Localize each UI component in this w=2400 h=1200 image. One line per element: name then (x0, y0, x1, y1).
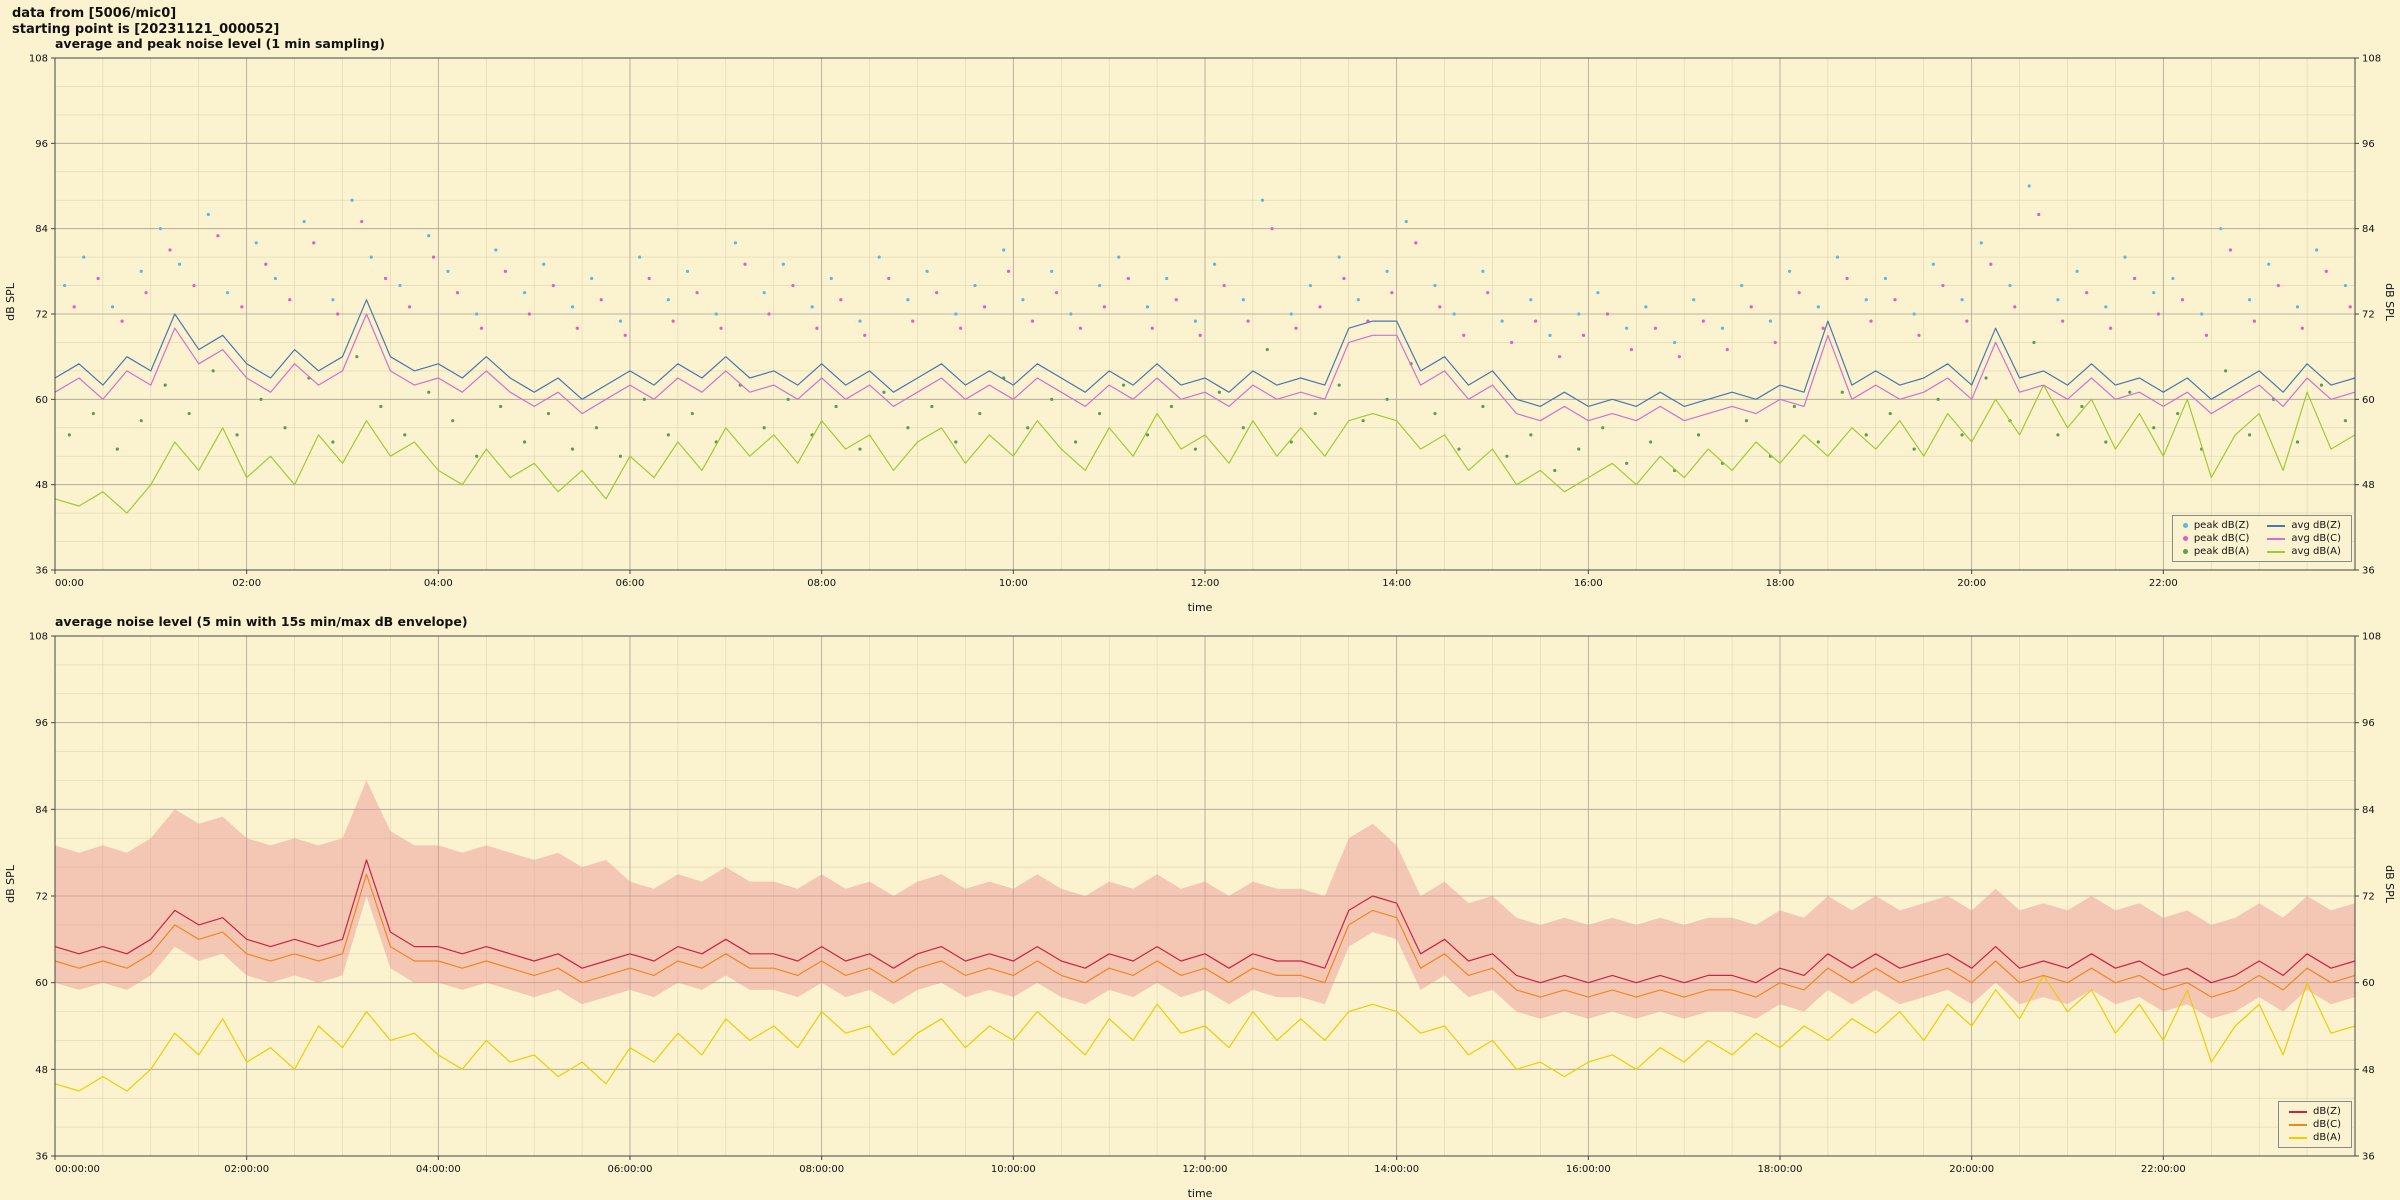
legend-label: peak dB(C) (2193, 533, 2250, 544)
legend-line-marker (2267, 524, 2286, 527)
tick-label: 10:00 (999, 578, 1028, 589)
data-source-header: data from [5006/mic0] starting point is … (12, 6, 279, 38)
tick-label: 10:00:00 (991, 1164, 1036, 1175)
tick-label: 48 (35, 480, 48, 491)
tick-label: 04:00:00 (416, 1164, 461, 1175)
tick-label: 20:00 (1957, 578, 1986, 589)
x-axis-label: time (1187, 1187, 1213, 1200)
tick-label: 14:00:00 (1374, 1164, 1419, 1175)
legend-item: peak dB(C) (2182, 533, 2250, 544)
tick-label: 02:00 (232, 578, 261, 589)
legend-item: peak dB(A) (2182, 546, 2250, 557)
legend-label: avg dB(A) (2291, 546, 2341, 557)
tick-label: 06:00 (616, 578, 645, 589)
tick-label: 96 (35, 139, 48, 150)
tick-label: 00:00 (55, 578, 84, 589)
legend-item: avg dB(C) (2267, 533, 2341, 544)
y-axis-label-left: dB SPL (4, 864, 17, 903)
header-starting-point: starting point is [20231121_000052] (12, 22, 280, 37)
tick-label: 60 (35, 395, 48, 406)
tick-label: 72 (2362, 310, 2375, 321)
legend-item: dB(C) (2289, 1119, 2341, 1130)
tick-label: 36 (35, 1152, 48, 1163)
tick-label: 84 (2362, 224, 2375, 235)
tick-label: 36 (35, 566, 48, 577)
tick-label: 04:00 (424, 578, 453, 589)
legend-item: dB(Z) (2289, 1106, 2341, 1117)
tick-label: 48 (2362, 480, 2375, 491)
chart-average-and-peak: average and peak noise level (1 min samp… (0, 36, 2400, 614)
tick-label: 60 (2362, 978, 2375, 989)
legend-label: peak dB(Z) (2193, 520, 2250, 531)
legend-line-marker (2267, 550, 2286, 553)
tick-label: 84 (35, 805, 48, 816)
legend-dot-marker (2182, 523, 2188, 528)
tick-label: 72 (35, 892, 48, 903)
header-data-source: data from [5006/mic0] (12, 6, 177, 21)
legend-item: avg dB(Z) (2267, 520, 2341, 531)
tick-label: 36 (2362, 1152, 2375, 1163)
tick-label: 108 (2362, 54, 2381, 65)
tick-label: 60 (35, 978, 48, 989)
tick-label: 22:00 (2149, 578, 2178, 589)
average-peak-noise-plot: 00:00 02:00 04:00 06:00 08:00 10:00 12:00 14:00… (29, 54, 2381, 590)
tick-label: 84 (2362, 805, 2375, 816)
tick-label: 20:00:00 (1949, 1164, 1994, 1175)
tick-label: 96 (35, 718, 48, 729)
tick-label: 36 (2362, 566, 2375, 577)
tick-label: 16:00 (1574, 578, 1603, 589)
tick-label: 60 (2362, 395, 2375, 406)
legend-line-marker (2289, 1123, 2307, 1126)
legend-label: avg dB(Z) (2291, 520, 2341, 531)
legend-line-marker (2289, 1110, 2307, 1113)
tick-label: 08:00 (807, 578, 836, 589)
legend: dB(Z) dB(C) dB(A) (2278, 1101, 2352, 1148)
tick-label: 08:00:00 (799, 1164, 844, 1175)
tick-label: 18:00:00 (1758, 1164, 1803, 1175)
tick-label: 96 (2362, 139, 2375, 150)
legend-line-marker (2267, 537, 2286, 540)
tick-label: 48 (2362, 1065, 2375, 1076)
legend: peak dB(Z) peak dB(C) peak dB(A) avg dB(Z) a… (2171, 515, 2352, 562)
y-axis-label-left: dB SPL (4, 282, 17, 321)
tick-label: 18:00 (1766, 578, 1795, 589)
tick-label: 02:00:00 (224, 1164, 269, 1175)
chart-title: average and peak noise level (1 min samp… (55, 36, 385, 51)
legend-line-marker (2289, 1136, 2307, 1139)
tick-label: 72 (35, 310, 48, 321)
legend-item: peak dB(Z) (2182, 520, 2250, 531)
legend-item: avg dB(A) (2267, 546, 2341, 557)
legend-dot-marker (2182, 536, 2188, 541)
tick-label: 00:00:00 (55, 1164, 100, 1175)
tick-label: 108 (29, 54, 48, 65)
tick-label: 14:00 (1382, 578, 1411, 589)
legend-dot-marker (2182, 549, 2188, 554)
y-axis-label-right: dB SPL (2383, 282, 2396, 321)
tick-label: 96 (2362, 718, 2375, 729)
legend-label: dB(A) (2313, 1132, 2341, 1143)
chart-average-envelope: average noise level (5 min with 15s min/… (0, 614, 2400, 1200)
tick-label: 48 (35, 1065, 48, 1076)
tick-label: 84 (35, 224, 48, 235)
tick-label: 12:00:00 (1183, 1164, 1228, 1175)
average-noise-envelope-plot: 00:00:00 02:00:00 04:00:00 06:00:00 08:00:00… (29, 632, 2381, 1176)
x-axis-label: time (1187, 601, 1213, 614)
chart-title: average noise level (5 min with 15s min/… (55, 614, 468, 629)
legend-item: dB(A) (2289, 1132, 2341, 1143)
tick-label: 22:00:00 (2141, 1164, 2186, 1175)
tick-label: 16:00:00 (1566, 1164, 1611, 1175)
legend-label: dB(C) (2313, 1119, 2341, 1130)
tick-label: 108 (2362, 632, 2381, 643)
legend-label: dB(Z) (2313, 1106, 2341, 1117)
legend-label: peak dB(A) (2193, 546, 2250, 557)
y-axis-label-right: dB SPL (2383, 864, 2396, 903)
tick-label: 72 (2362, 892, 2375, 903)
tick-label: 06:00:00 (608, 1164, 653, 1175)
legend-label: avg dB(C) (2291, 533, 2341, 544)
tick-label: 108 (29, 632, 48, 643)
tick-label: 12:00 (1191, 578, 1220, 589)
